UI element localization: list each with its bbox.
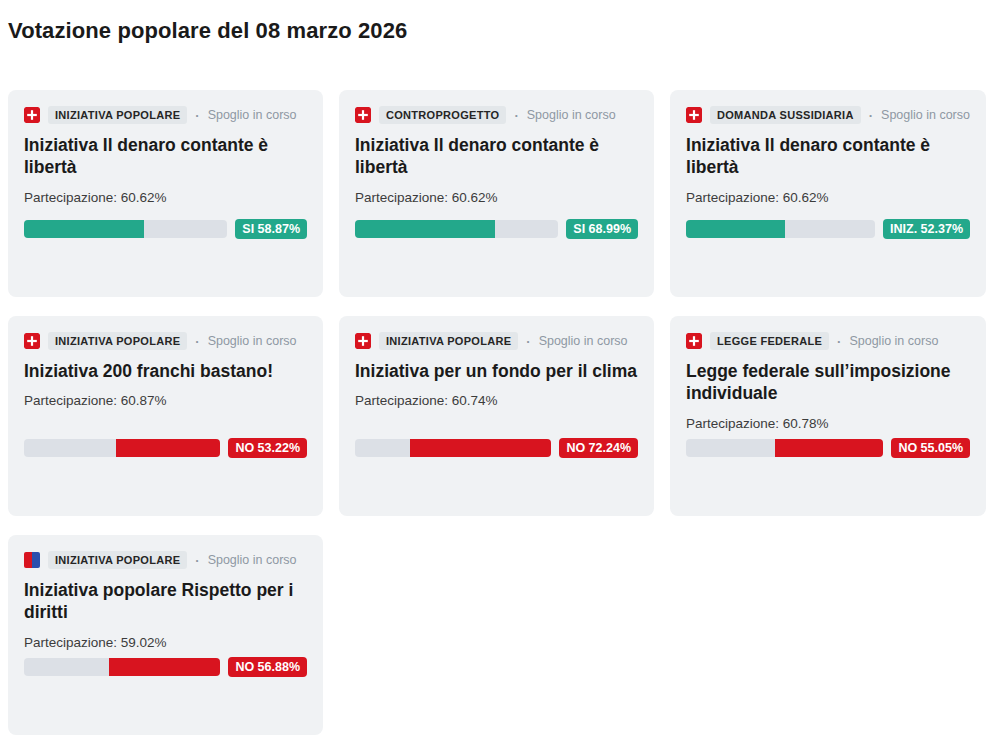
vote-title: Iniziativa 200 franchi bastano! bbox=[24, 360, 307, 382]
vote-cards-grid: INIZIATIVA POPOLARE · Spoglio in corso I… bbox=[8, 90, 986, 735]
result-bar-row: INIZ. 52.37% bbox=[686, 219, 970, 239]
result-bar-track bbox=[24, 220, 227, 238]
status-text: Spoglio in corso bbox=[849, 334, 938, 348]
result-bar-row: SI 68.99% bbox=[355, 219, 638, 239]
vote-title: Iniziativa popolare Rispetto per i dirit… bbox=[24, 579, 307, 624]
card-meta: INIZIATIVA POPOLARE · Spoglio in corso bbox=[24, 106, 307, 124]
card-meta: LEGGE FEDERALE · Spoglio in corso bbox=[686, 332, 970, 350]
meta-separator: · bbox=[514, 108, 518, 123]
category-badge: INIZIATIVA POPOLARE bbox=[48, 332, 187, 350]
result-bar-row: NO 53.22% bbox=[24, 438, 307, 458]
swiss-flag-icon bbox=[686, 333, 702, 349]
status-text: Spoglio in corso bbox=[539, 334, 628, 348]
vote-title: Legge federale sull’imposizione individu… bbox=[686, 360, 970, 405]
result-bar-track bbox=[355, 220, 558, 238]
result-bar-track bbox=[24, 439, 220, 457]
category-badge: DOMANDA SUSSIDIARIA bbox=[710, 106, 861, 124]
result-badge: SI 68.99% bbox=[566, 219, 638, 239]
vote-card[interactable]: INIZIATIVA POPOLARE · Spoglio in corso I… bbox=[339, 316, 654, 516]
vote-title: Iniziativa Il denaro contante è libertà bbox=[686, 134, 970, 179]
status-text: Spoglio in corso bbox=[208, 553, 297, 567]
vote-card[interactable]: INIZIATIVA POPOLARE · Spoglio in corso I… bbox=[8, 90, 323, 297]
result-bar-fill bbox=[116, 439, 221, 457]
result-bar-fill bbox=[775, 439, 884, 457]
result-bar-track bbox=[355, 439, 551, 457]
vote-card[interactable]: CONTROPROGETTO · Spoglio in corso Inizia… bbox=[339, 90, 654, 297]
result-bar-row: SI 58.87% bbox=[24, 219, 307, 239]
vote-title: Iniziativa per un fondo per il clima bbox=[355, 360, 638, 382]
swiss-flag-icon bbox=[355, 107, 371, 123]
category-badge: INIZIATIVA POPOLARE bbox=[48, 551, 187, 569]
result-badge: INIZ. 52.37% bbox=[883, 219, 970, 239]
meta-separator: · bbox=[195, 553, 199, 568]
participation-text: Partecipazione: 60.87% bbox=[24, 393, 307, 408]
result-bar-fill bbox=[410, 439, 552, 457]
result-bar-row: NO 55.05% bbox=[686, 438, 970, 458]
swiss-flag-icon bbox=[24, 333, 40, 349]
meta-separator: · bbox=[526, 334, 530, 349]
card-meta: CONTROPROGETTO · Spoglio in corso bbox=[355, 106, 638, 124]
category-badge: INIZIATIVA POPOLARE bbox=[48, 106, 187, 124]
vote-card[interactable]: DOMANDA SUSSIDIARIA · Spoglio in corso I… bbox=[670, 90, 986, 297]
ticino-flag-icon bbox=[24, 552, 40, 568]
result-badge: NO 56.88% bbox=[228, 657, 307, 677]
meta-separator: · bbox=[869, 108, 873, 123]
card-meta: DOMANDA SUSSIDIARIA · Spoglio in corso bbox=[686, 106, 970, 124]
status-text: Spoglio in corso bbox=[208, 108, 297, 122]
result-badge: NO 55.05% bbox=[891, 438, 970, 458]
meta-separator: · bbox=[837, 334, 841, 349]
card-meta: INIZIATIVA POPOLARE · Spoglio in corso bbox=[24, 332, 307, 350]
vote-card[interactable]: INIZIATIVA POPOLARE · Spoglio in corso I… bbox=[8, 535, 323, 735]
result-bar-track bbox=[686, 220, 875, 238]
result-bar-fill bbox=[686, 220, 785, 238]
category-badge: CONTROPROGETTO bbox=[379, 106, 506, 124]
card-meta: INIZIATIVA POPOLARE · Spoglio in corso bbox=[355, 332, 638, 350]
category-badge: LEGGE FEDERALE bbox=[710, 332, 829, 350]
result-badge: NO 53.22% bbox=[228, 438, 307, 458]
result-badge: SI 58.87% bbox=[235, 219, 307, 239]
result-badge: NO 72.24% bbox=[559, 438, 638, 458]
card-meta: INIZIATIVA POPOLARE · Spoglio in corso bbox=[24, 551, 307, 569]
participation-text: Partecipazione: 59.02% bbox=[24, 635, 307, 650]
vote-title: Iniziativa Il denaro contante è libertà bbox=[24, 134, 307, 179]
result-bar-fill bbox=[355, 220, 495, 238]
result-bar-row: NO 72.24% bbox=[355, 438, 638, 458]
participation-text: Partecipazione: 60.62% bbox=[24, 190, 307, 205]
result-bar-track bbox=[24, 658, 220, 676]
meta-separator: · bbox=[195, 334, 199, 349]
vote-card[interactable]: INIZIATIVA POPOLARE · Spoglio in corso I… bbox=[8, 316, 323, 516]
swiss-flag-icon bbox=[24, 107, 40, 123]
status-text: Spoglio in corso bbox=[208, 334, 297, 348]
swiss-flag-icon bbox=[355, 333, 371, 349]
category-badge: INIZIATIVA POPOLARE bbox=[379, 332, 518, 350]
participation-text: Partecipazione: 60.62% bbox=[686, 190, 970, 205]
meta-separator: · bbox=[195, 108, 199, 123]
page-title: Votazione popolare del 08 marzo 2026 bbox=[8, 18, 986, 44]
status-text: Spoglio in corso bbox=[881, 108, 970, 122]
participation-text: Partecipazione: 60.62% bbox=[355, 190, 638, 205]
result-bar-row: NO 56.88% bbox=[24, 657, 307, 677]
vote-card[interactable]: LEGGE FEDERALE · Spoglio in corso Legge … bbox=[670, 316, 986, 516]
result-bar-fill bbox=[109, 658, 221, 676]
result-bar-track bbox=[686, 439, 883, 457]
result-bar-fill bbox=[24, 220, 144, 238]
swiss-flag-icon bbox=[686, 107, 702, 123]
vote-title: Iniziativa Il denaro contante è libertà bbox=[355, 134, 638, 179]
participation-text: Partecipazione: 60.74% bbox=[355, 393, 638, 408]
participation-text: Partecipazione: 60.78% bbox=[686, 416, 970, 431]
status-text: Spoglio in corso bbox=[527, 108, 616, 122]
